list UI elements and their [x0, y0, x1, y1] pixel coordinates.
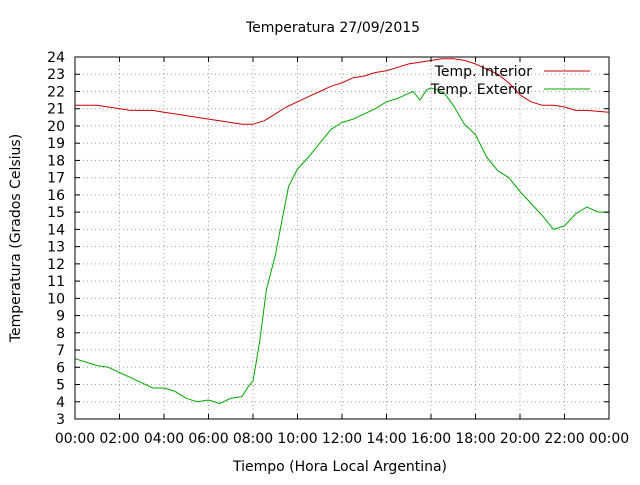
- x-tick-label: 02:00: [99, 431, 139, 447]
- axis-ticks: 00:00 02:00 04:00 06:00 08:00 10:00 12:00 14:00…: [47, 50, 629, 447]
- y-tick-label: 22: [47, 84, 65, 100]
- y-tick-label: 16: [47, 188, 65, 204]
- y-tick-label: 23: [47, 67, 65, 83]
- y-tick-label: 7: [56, 343, 65, 359]
- x-axis-label: Tiempo (Hora Local Argentina): [232, 459, 447, 475]
- y-tick-label: 12: [47, 257, 65, 273]
- y-tick-label: 5: [56, 378, 65, 394]
- y-tick-label: 21: [47, 102, 65, 118]
- y-tick-label: 6: [56, 360, 65, 376]
- y-axis-label: Temperatura (Grados Celsius): [8, 134, 24, 343]
- y-tick-label: 18: [47, 153, 65, 169]
- y-tick-label: 3: [56, 412, 65, 428]
- x-tick-label: 12:00: [322, 431, 362, 447]
- y-tick-label: 20: [47, 119, 65, 135]
- y-tick-label: 4: [56, 395, 65, 411]
- y-tick-label: 8: [56, 326, 65, 342]
- x-tick-label: 00:00: [589, 431, 629, 447]
- x-tick-label: 00:00: [55, 431, 95, 447]
- legend-label: Temp. Interior: [434, 64, 533, 80]
- y-tick-label: 11: [47, 274, 65, 290]
- y-tick-label: 17: [47, 171, 65, 187]
- legend-label: Temp. Exterior: [430, 82, 533, 98]
- y-tick-label: 9: [56, 309, 65, 325]
- x-tick-label: 10:00: [277, 431, 317, 447]
- x-tick-label: 22:00: [544, 431, 584, 447]
- x-tick-label: 14:00: [366, 431, 406, 447]
- y-tick-label: 15: [47, 205, 65, 221]
- x-tick-label: 08:00: [233, 431, 273, 447]
- x-tick-label: 20:00: [500, 431, 540, 447]
- x-tick-label: 04:00: [144, 431, 184, 447]
- x-tick-label: 06:00: [188, 431, 228, 447]
- series-line-temp-exterior: [74, 87, 609, 404]
- chart-title: Temperatura 27/09/2015: [245, 20, 420, 36]
- legend: Temp. Interior Temp. Exterior: [430, 64, 590, 98]
- y-tick-label: 19: [47, 136, 65, 152]
- grid: [75, 57, 609, 419]
- y-tick-label: 14: [47, 222, 65, 238]
- x-tick-label: 18:00: [455, 431, 495, 447]
- y-tick-label: 24: [47, 50, 65, 66]
- x-tick-label: 16:00: [411, 431, 451, 447]
- y-tick-label: 10: [47, 291, 65, 307]
- y-tick-label: 13: [47, 240, 65, 256]
- series-line-temp-interior: [75, 58, 610, 125]
- data-series: [74, 58, 610, 404]
